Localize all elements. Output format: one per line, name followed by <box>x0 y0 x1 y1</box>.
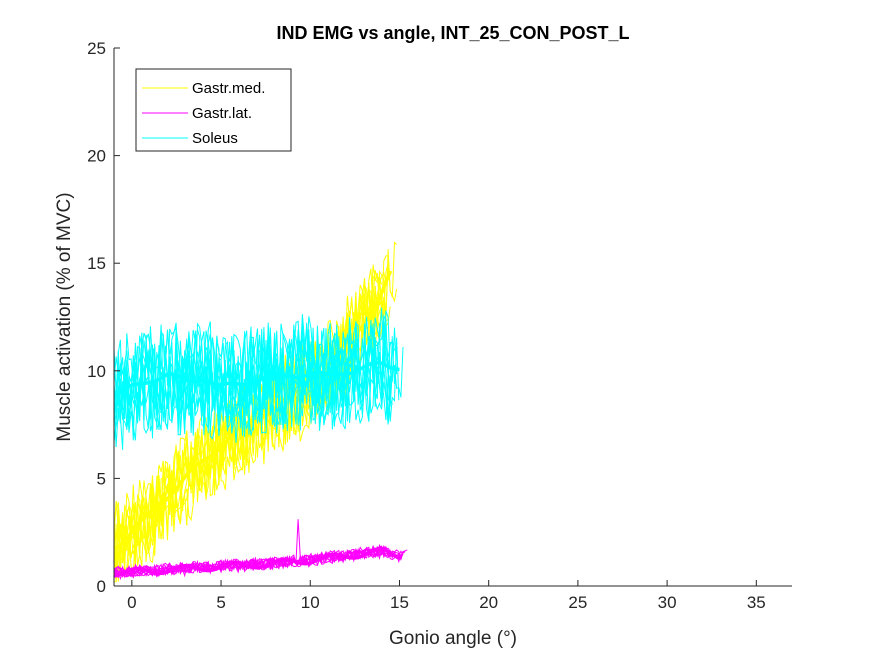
chart-title: IND EMG vs angle, INT_25_CON_POST_L <box>276 23 629 43</box>
plot-area <box>114 241 408 583</box>
trial-line-soleus <box>114 337 391 450</box>
legend-box <box>135 68 292 152</box>
legend-label-gastrmed: Gastr.med. <box>192 80 265 97</box>
mean-line-gastrlat <box>114 546 401 578</box>
legend-label-soleus: Soleus <box>192 130 238 147</box>
y-tick-label: 10 <box>87 362 106 381</box>
y-tick-label: 15 <box>87 254 106 273</box>
x-tick-label: 25 <box>568 593 587 612</box>
legend-label-gastrlat: Gastr.lat. <box>192 105 252 122</box>
x-tick-label: 35 <box>747 593 766 612</box>
y-axis-label: Muscle activation (% of MVC) <box>54 192 75 441</box>
y-tick-label: 5 <box>97 469 106 488</box>
trial-line-soleus <box>114 313 398 416</box>
x-tick-label: 0 <box>127 593 136 612</box>
x-tick-label: 20 <box>479 593 498 612</box>
y-tick-label: 20 <box>87 147 106 166</box>
legend: Gastr.med. Gastr.lat. Soleus <box>135 68 292 152</box>
mean-line-soleus <box>114 361 400 399</box>
trial-line-soleus <box>114 336 393 443</box>
axes: 0 5 10 15 20 25 30 35 0 5 10 15 20 25 <box>87 39 792 612</box>
x-axis-label: Gonio angle (°) <box>389 628 517 649</box>
x-tick-label: 10 <box>301 593 320 612</box>
y-tick-label: 25 <box>87 39 106 58</box>
y-tick-label: 0 <box>97 577 106 596</box>
x-tick-label: 15 <box>390 593 409 612</box>
x-tick-label: 5 <box>216 593 225 612</box>
x-tick-label: 30 <box>658 593 677 612</box>
